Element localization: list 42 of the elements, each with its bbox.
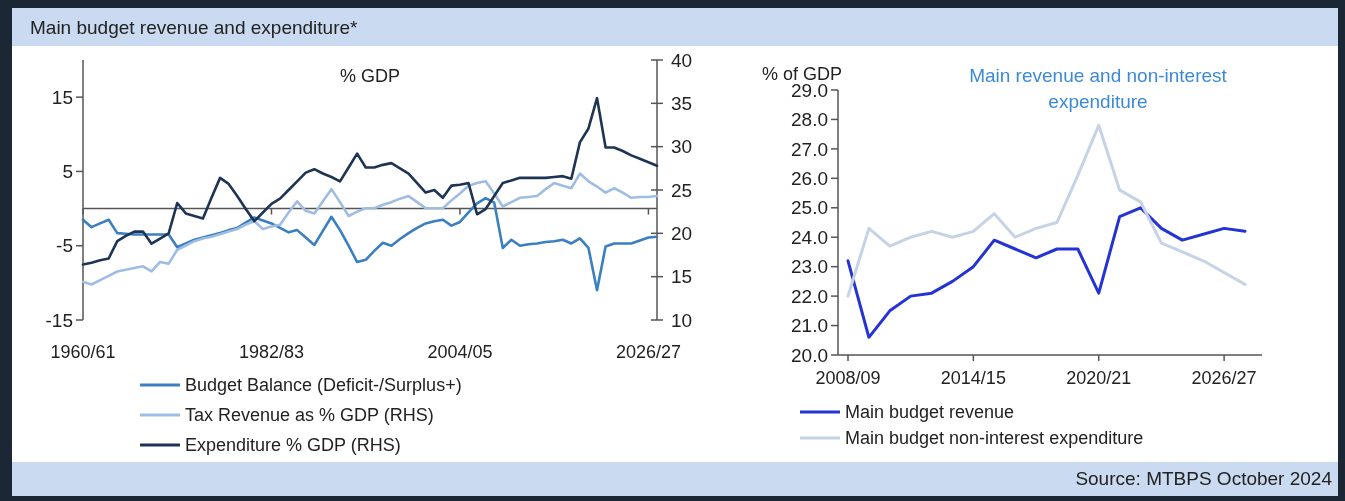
y-tick-label: 22.0 [791, 285, 828, 307]
x-tick-label: 2026/27 [615, 342, 681, 362]
legend-label: Tax Revenue as % GDP (RHS) [185, 405, 434, 426]
line-series [81, 96, 659, 266]
y-tick-label: 21.0 [791, 315, 828, 337]
x-tick-label: 2026/27 [1191, 368, 1257, 388]
legend-label: Expenditure % GDP (RHS) [185, 435, 401, 456]
y2-tick-label: 30 [671, 136, 693, 158]
y-tick-label: -15 [45, 309, 73, 331]
x-tick-label: 2020/21 [1066, 368, 1132, 388]
y-tick-label: 15 [51, 86, 73, 108]
legend-label: Main budget non-interest expenditure [845, 428, 1144, 449]
y2-tick-label: 40 [671, 49, 693, 71]
y2-tick-label: 20 [671, 222, 693, 244]
y-tick-label: 20.0 [791, 344, 828, 366]
x-tick-label: 1982/83 [238, 342, 305, 362]
y-tick-label: 5 [62, 161, 73, 183]
y-tick-label: 25.0 [791, 197, 828, 219]
y-axis-title: % GDP [339, 66, 401, 86]
line-series [846, 206, 1247, 339]
x-tick-label: 2008/09 [815, 368, 881, 388]
y2-tick-label: 15 [671, 266, 693, 288]
source-note: Source: MTBPS October 2024 [1075, 468, 1333, 489]
y2-tick-label: 25 [671, 179, 693, 201]
y2-tick-label: 10 [671, 309, 693, 331]
chart-title: Main revenue and non-interest expenditure [969, 65, 1228, 112]
y-tick-label: 28.0 [791, 109, 828, 131]
x-tick-label: 1960/61 [50, 342, 116, 362]
legend-label: Main budget revenue [845, 402, 1015, 423]
y-tick-label: 26.0 [791, 167, 828, 189]
y2-tick-label: 35 [671, 92, 693, 114]
y-tick-label: 24.0 [791, 226, 828, 248]
chart-title: Main budget revenue and expenditure* [30, 17, 359, 38]
line-series [81, 196, 659, 292]
x-tick-label: 2014/15 [940, 368, 1006, 388]
x-tick-label: 2004/05 [427, 342, 493, 362]
y-tick-label: -5 [56, 235, 73, 257]
legend-label: Budget Balance (Deficit-/Surplus+) [185, 375, 462, 396]
y-tick-label: 23.0 [791, 256, 828, 278]
line-series [846, 123, 1247, 298]
y-tick-label: 27.0 [791, 138, 828, 160]
line-series [81, 172, 659, 286]
